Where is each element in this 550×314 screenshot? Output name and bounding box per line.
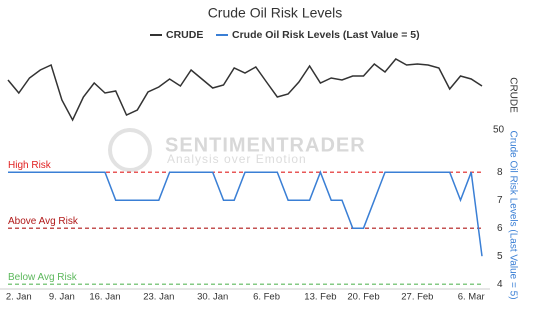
x-tick-label: 30. Jan — [197, 292, 228, 303]
y2-tick-label: 8 — [497, 167, 503, 178]
x-tick-label: 27. Feb — [401, 292, 433, 303]
x-tick-label: 16. Jan — [89, 292, 120, 303]
y2-tick-label: 4 — [497, 279, 503, 290]
x-tick-label: 9. Jan — [49, 292, 75, 303]
threshold-label: Below Avg Risk — [8, 272, 78, 283]
series-line — [8, 170, 483, 257]
legend-label: Crude Oil Risk Levels (Last Value = 5) — [232, 29, 420, 41]
x-tick-label: 23. Jan — [143, 292, 174, 303]
legend-label: CRUDE — [166, 29, 203, 41]
y-tick-label: 50 — [493, 125, 505, 136]
threshold-label: Above Avg Risk — [8, 216, 79, 227]
x-tick-label: 13. Feb — [304, 292, 336, 303]
x-tick-label: 2. Jan — [6, 292, 32, 303]
x-tick-label: 20. Feb — [347, 292, 379, 303]
x-tick-label: 6. Mar — [458, 292, 485, 303]
x-tick-label: 6. Feb — [253, 292, 280, 303]
y2-tick-label: 6 — [497, 223, 503, 234]
y2-axis-label: Crude Oil Risk Levels (Last Value = 5) — [507, 130, 518, 299]
watermark: Analysis over Emotion — [167, 152, 307, 166]
series-line — [7, 58, 483, 122]
watermark: SENTIMENTRADER — [165, 134, 366, 156]
y2-tick-label: 7 — [497, 195, 503, 206]
y-axis-label: CRUDE — [507, 77, 518, 113]
threshold-label: High Risk — [8, 160, 52, 171]
y2-tick-label: 5 — [497, 251, 503, 262]
chart-title: Crude Oil Risk Levels — [208, 5, 343, 21]
watermark-icon — [108, 128, 152, 172]
